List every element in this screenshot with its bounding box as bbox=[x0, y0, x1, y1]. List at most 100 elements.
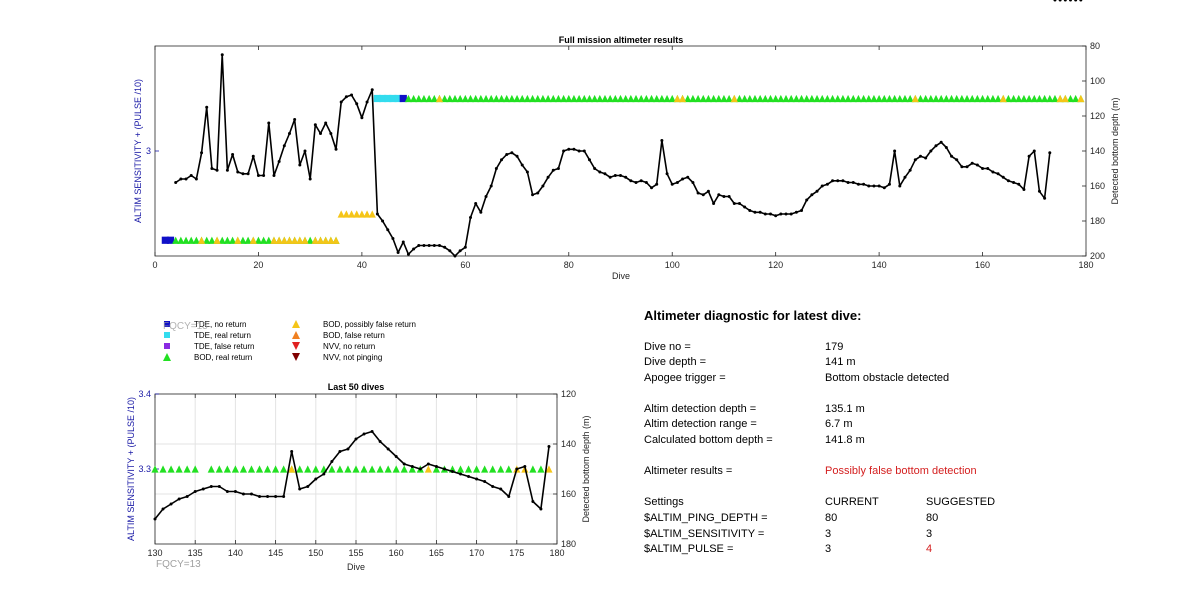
depth-point bbox=[161, 507, 165, 511]
depth-point bbox=[753, 210, 757, 214]
y-right-tick-label: 200 bbox=[1090, 251, 1105, 261]
status-marker-triangle bbox=[244, 236, 252, 244]
depth-point bbox=[546, 175, 550, 179]
depth-point bbox=[547, 445, 551, 448]
depth-point bbox=[567, 147, 571, 151]
diag-label: Altim detection range = bbox=[644, 418, 757, 430]
status-marker-square bbox=[373, 94, 382, 103]
status-marker-triangle bbox=[839, 94, 847, 103]
depth-point bbox=[624, 175, 628, 179]
status-marker-triangle bbox=[254, 236, 263, 244]
depth-point bbox=[856, 182, 860, 186]
depth-point bbox=[217, 485, 221, 488]
status-marker-triangle bbox=[368, 210, 376, 218]
status-marker-triangle bbox=[503, 94, 511, 103]
x-tick-label: 180 bbox=[549, 548, 564, 558]
depth-point bbox=[346, 447, 350, 451]
y-right-tick-label: 160 bbox=[1090, 181, 1105, 191]
depth-point bbox=[825, 182, 829, 186]
depth-point bbox=[965, 165, 969, 169]
depth-point bbox=[201, 487, 205, 491]
legend-triangle-icon bbox=[292, 331, 300, 339]
depth-point bbox=[882, 186, 886, 190]
status-marker-triangle bbox=[513, 94, 521, 103]
depth-point bbox=[893, 149, 897, 153]
depth-point bbox=[293, 118, 297, 121]
y-right-tick-label: 100 bbox=[1090, 76, 1105, 86]
status-marker-triangle bbox=[751, 94, 759, 103]
status-marker-triangle bbox=[312, 465, 320, 473]
x-tick-label: 160 bbox=[389, 548, 404, 558]
depth-point bbox=[836, 179, 840, 183]
status-marker-triangle bbox=[746, 94, 754, 103]
depth-point bbox=[378, 440, 382, 443]
status-marker-triangle bbox=[896, 94, 904, 103]
status-marker-triangle bbox=[285, 236, 294, 244]
status-marker-triangle bbox=[446, 94, 454, 103]
status-marker-triangle bbox=[151, 465, 159, 473]
status-marker-triangle bbox=[456, 94, 464, 103]
depth-point bbox=[233, 490, 237, 493]
depth-point bbox=[867, 184, 871, 188]
legend-square-icon bbox=[164, 343, 170, 349]
status-marker-triangle bbox=[994, 94, 1002, 103]
depth-point bbox=[355, 102, 359, 106]
depth-point bbox=[246, 172, 250, 176]
depth-point bbox=[887, 182, 891, 186]
status-marker-triangle bbox=[518, 94, 526, 103]
depth-point bbox=[249, 492, 253, 496]
setting-current: 80 bbox=[825, 512, 838, 524]
status-marker-triangle bbox=[400, 465, 408, 473]
status-marker-triangle bbox=[218, 236, 226, 244]
depth-point bbox=[209, 485, 213, 488]
depth-point bbox=[1012, 181, 1016, 184]
depth-point bbox=[520, 163, 524, 167]
depth-point bbox=[732, 202, 736, 205]
setting-current: 3 bbox=[825, 543, 832, 555]
depth-point bbox=[350, 93, 354, 97]
depth-point bbox=[903, 175, 907, 179]
depth-point bbox=[274, 495, 278, 498]
status-marker-triangle bbox=[327, 236, 335, 244]
status-marker-triangle bbox=[922, 94, 930, 103]
status-marker-triangle bbox=[183, 465, 191, 473]
depth-point bbox=[1048, 151, 1052, 155]
depth-point bbox=[334, 147, 338, 151]
depth-point bbox=[479, 210, 483, 214]
depth-point bbox=[231, 153, 235, 156]
status-marker-triangle bbox=[999, 94, 1007, 103]
diag-value: 141.8 m bbox=[825, 434, 865, 446]
depth-point bbox=[515, 467, 519, 471]
legend-label: NVV, no return bbox=[323, 342, 375, 351]
depth-point bbox=[467, 475, 471, 478]
depth-point bbox=[815, 189, 819, 193]
diag-result-value: Possibly false bottom detection bbox=[825, 465, 977, 477]
status-marker-triangle bbox=[984, 94, 992, 103]
diagnostic-title: Altimeter diagnostic for latest dive: bbox=[644, 308, 862, 323]
depth-point bbox=[256, 174, 260, 177]
status-marker-triangle bbox=[432, 465, 440, 473]
depth-point bbox=[1063, 0, 1067, 2]
depth-point bbox=[934, 144, 938, 148]
status-marker-triangle bbox=[352, 465, 360, 473]
depth-point bbox=[499, 487, 503, 491]
depth-point bbox=[437, 244, 441, 247]
status-marker-triangle bbox=[549, 94, 557, 103]
depth-point bbox=[706, 189, 710, 193]
x-tick-label: 155 bbox=[348, 548, 363, 558]
status-marker-triangle bbox=[678, 94, 687, 103]
depth-point bbox=[862, 182, 866, 186]
status-marker-triangle bbox=[699, 94, 707, 103]
status-marker-triangle bbox=[1056, 94, 1064, 103]
status-marker-triangle bbox=[911, 94, 919, 103]
depth-point bbox=[660, 139, 664, 142]
status-marker-triangle bbox=[1072, 94, 1080, 103]
legend-label: TDE, real return bbox=[194, 331, 251, 340]
depth-point bbox=[193, 490, 197, 493]
status-marker-triangle bbox=[891, 94, 899, 103]
status-marker-triangle bbox=[803, 94, 811, 103]
status-marker-triangle bbox=[223, 465, 231, 473]
depth-point bbox=[1032, 149, 1036, 153]
legend-items: TDE, no return TDE, real return TDE, false… bbox=[163, 320, 416, 362]
status-marker-triangle bbox=[288, 465, 296, 473]
